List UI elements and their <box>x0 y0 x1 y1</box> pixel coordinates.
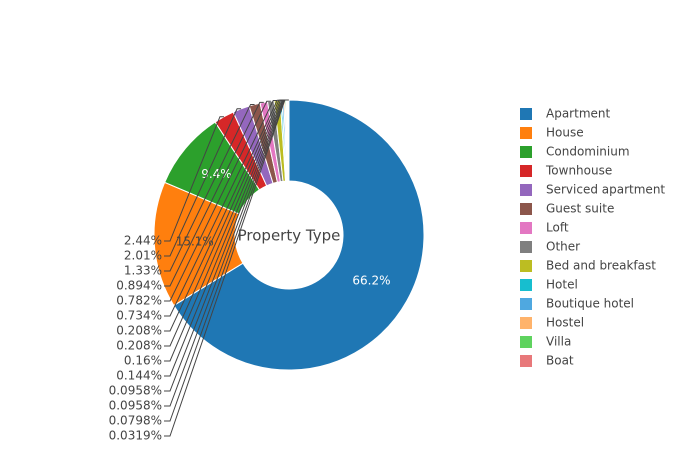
slice-label: 0.0798% <box>109 414 162 428</box>
slice-label: 0.894% <box>116 279 162 293</box>
legend-swatch[interactable] <box>520 165 532 177</box>
slice-label: 0.144% <box>116 369 162 383</box>
legend-label[interactable]: Guest suite <box>546 202 614 216</box>
legend-label[interactable]: Apartment <box>546 107 610 121</box>
legend-swatch[interactable] <box>520 108 532 120</box>
legend-swatch[interactable] <box>520 260 532 272</box>
leader-line <box>164 116 224 242</box>
legend-swatch[interactable] <box>520 355 532 367</box>
leader-line <box>164 103 255 272</box>
slice-label: 0.0958% <box>109 384 162 398</box>
slice-label: 0.734% <box>116 309 162 323</box>
legend-label[interactable]: Condominium <box>546 145 630 159</box>
chart-title: Property Type <box>238 227 341 245</box>
legend-label[interactable]: Boutique hotel <box>546 297 634 311</box>
slice-label: 0.208% <box>116 324 162 338</box>
legend-label[interactable]: Villa <box>546 335 571 349</box>
slice <box>173 99 425 371</box>
legend-label[interactable]: Hotel <box>546 278 578 292</box>
legend-swatch[interactable] <box>520 241 532 253</box>
leader-line <box>164 100 278 317</box>
slice-label: 0.208% <box>116 339 162 353</box>
legend-swatch[interactable] <box>520 336 532 348</box>
legend-swatch[interactable] <box>520 222 532 234</box>
slice <box>153 181 244 307</box>
slice-label: 1.33% <box>124 264 162 278</box>
legend-swatch[interactable] <box>520 184 532 196</box>
slice-label: 0.0319% <box>109 429 162 443</box>
legend-label[interactable]: Bed and breakfast <box>546 259 656 273</box>
legend-swatch[interactable] <box>520 298 532 310</box>
legend-label[interactable]: Hostel <box>546 316 584 330</box>
slice-label: 66.2% <box>352 274 390 288</box>
legend-swatch[interactable] <box>520 279 532 291</box>
legend-label[interactable]: Loft <box>546 221 569 235</box>
leader-line <box>164 100 271 302</box>
slice-label: 0.782% <box>116 294 162 308</box>
legend-swatch[interactable] <box>520 317 532 329</box>
leader-line <box>164 101 264 287</box>
legend-swatch[interactable] <box>520 203 532 215</box>
slice-label: 2.01% <box>124 249 162 263</box>
legend-label[interactable]: Townhouse <box>545 164 612 178</box>
legend-label[interactable]: Serviced apartment <box>546 183 665 197</box>
leader-line <box>164 108 242 257</box>
legend-swatch[interactable] <box>520 127 532 139</box>
legend-label[interactable]: Boat <box>546 354 574 368</box>
legend-label[interactable]: Other <box>546 240 580 254</box>
slice-label: 2.44% <box>124 234 162 248</box>
leader-line <box>164 99 289 437</box>
slice-label: 0.16% <box>124 354 162 368</box>
legend-swatch[interactable] <box>520 146 532 158</box>
slice-label: 0.0958% <box>109 399 162 413</box>
legend-label[interactable]: House <box>546 126 584 140</box>
